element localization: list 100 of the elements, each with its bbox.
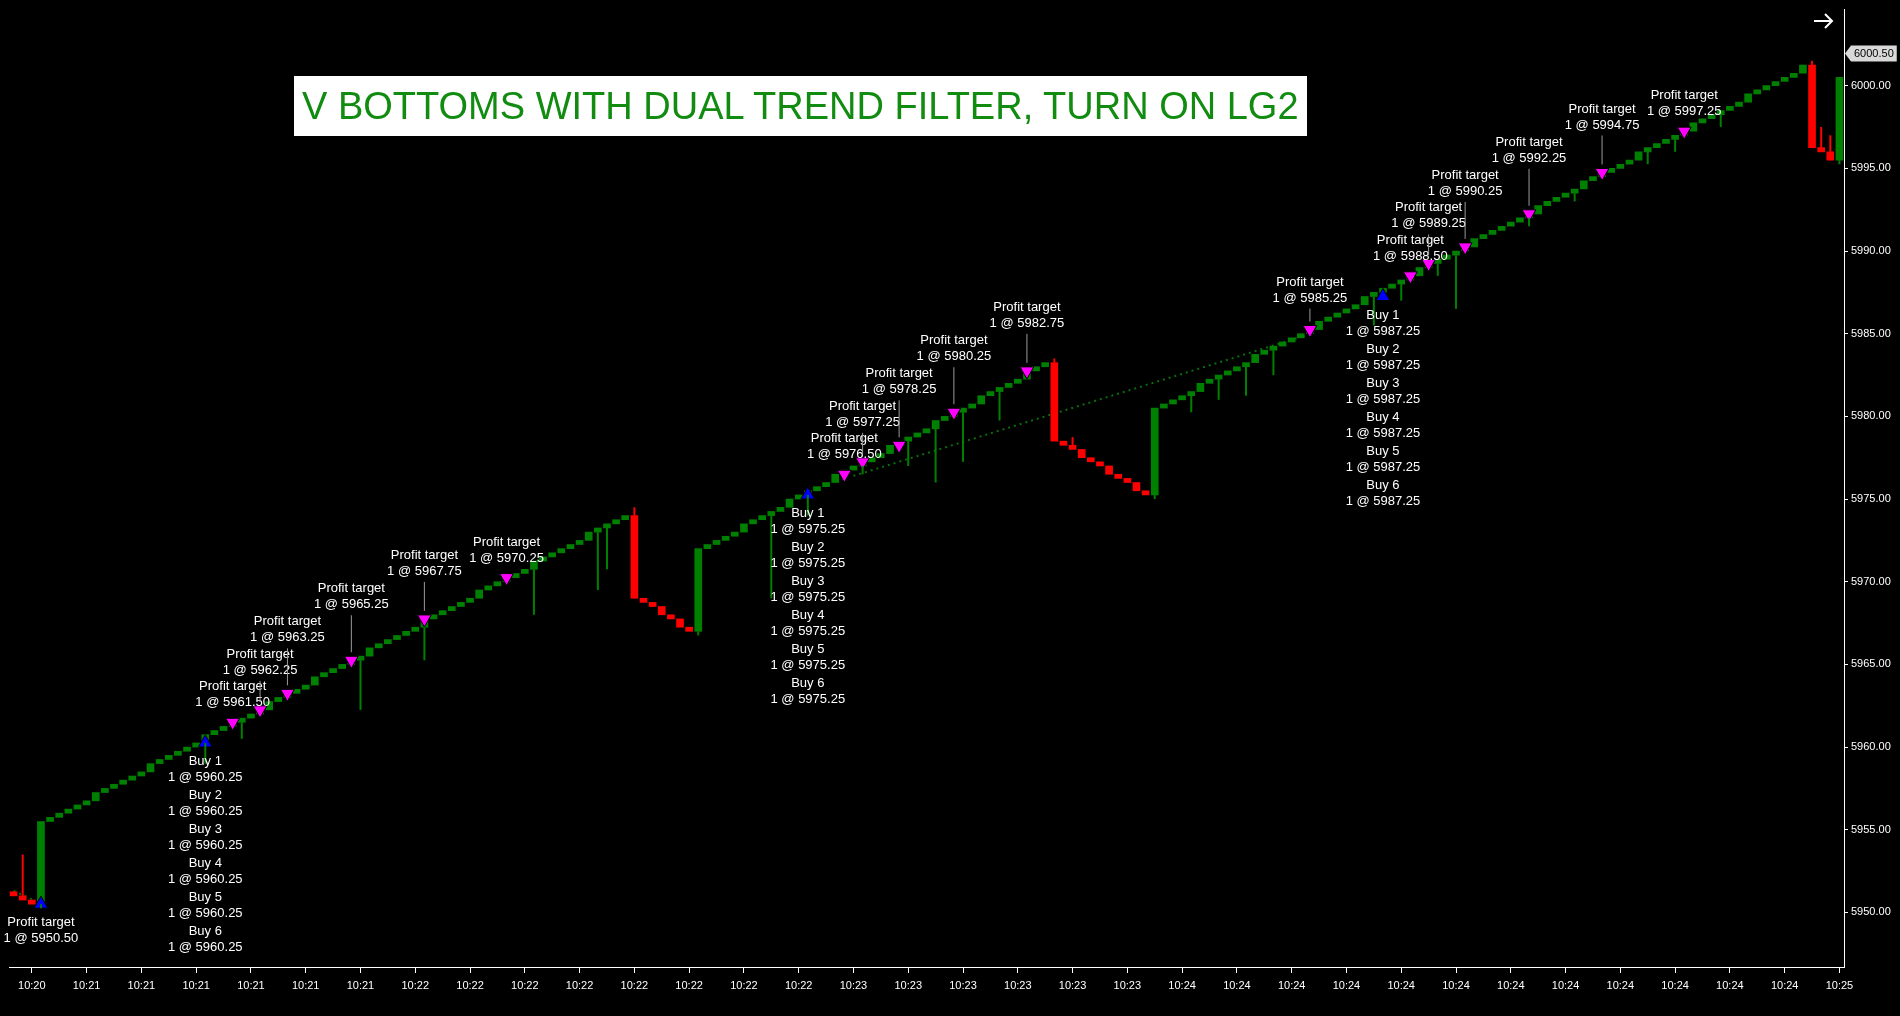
text: V BOTTOMS WITH DUAL TREND FILTER, TURN ON LG2 [294,76,1307,136]
annotation: Buy 3 1 @ 5987.25 [1345,374,1421,406]
candlestick [1068,436,1077,450]
annotation: Profit target 1 @ 5965.25 [314,580,389,612]
candlestick [1196,382,1205,392]
annotation: Profit target 1 @ 5985.25 [1272,273,1348,305]
x-tick-label: 10:21 [237,978,265,991]
annotation: Profit target 1 @ 5994.75 [1564,100,1640,132]
text: 6000.50 [1854,46,1894,59]
candlestick [1150,407,1159,501]
annotation: Profit target 1 @ 5963.25 [250,613,325,645]
x-tick-label: 10:23 [894,978,923,991]
candlestick [1634,151,1643,161]
candlestick [931,420,940,484]
annotation: Buy 4 1 @ 5960.25 [167,855,243,887]
y-tick-label: 6000.00 [1851,78,1891,91]
candlestick [1205,378,1214,384]
annotation: Profit target 1 @ 5970.25 [469,533,544,565]
point [1457,242,1473,256]
annotation: Buy 6 1 @ 5987.25 [1345,476,1421,508]
candlestick [904,436,913,467]
annotation: Buy 6 1 @ 5975.25 [770,674,846,706]
annotation: Buy 5 1 @ 5975.25 [770,640,846,672]
candlestick [703,544,712,549]
x-tick-label: 10:24 [1387,978,1415,991]
candlestick [584,531,593,541]
x-tick-label: 10:20 [18,978,46,991]
annotation: Buy 1 1 @ 5987.25 [1345,306,1421,338]
x-tick-label: 10:22 [675,978,703,991]
point [836,469,852,483]
candlestick [1004,382,1013,388]
annotation: Profit target 1 @ 5978.25 [861,365,937,397]
candlestick [730,531,739,537]
x-tick-label: 10:22 [730,978,758,991]
y-tick-label: 5980.00 [1851,409,1891,422]
annotation: Buy 2 1 @ 5987.25 [1345,340,1421,372]
x-tick-label: 10:24 [1716,978,1744,991]
candlestick [1506,221,1515,227]
point [225,717,241,731]
candlestick [639,597,648,603]
x-tick-label: 10:24 [1332,978,1361,991]
candlestick [1013,378,1022,384]
candlestick [977,395,986,405]
candlestick [1141,490,1150,496]
candlestick [210,730,219,736]
annotation: Profit target 1 @ 5997.25 [1646,87,1722,119]
y-tick-label: 5975.00 [1851,492,1891,505]
annotation: Buy 3 1 @ 5975.25 [770,572,846,604]
candlestick [155,759,164,764]
x-tick-label: 10:22 [784,978,813,991]
candlestick [1123,478,1132,483]
point [891,440,907,454]
point [1402,271,1418,285]
point [946,407,962,421]
point [343,655,359,669]
annotation: Profit target 1 @ 5982.75 [989,298,1065,330]
y-tick-label: 5950.00 [1851,905,1891,918]
x-tick-label: 10:21 [182,978,210,991]
x-tick-label: 10:24 [1223,978,1251,991]
candlestick [146,763,155,773]
y-tick-label: 5965.00 [1851,657,1891,670]
annotation: Profit target 1 @ 5950.50 [3,914,79,946]
y-tick-label: 5985.00 [1851,326,1891,339]
candlestick [1488,230,1497,235]
point [1676,126,1692,140]
candlestick [438,610,447,616]
annotation: Profit target 1 @ 5976.50 [807,430,882,462]
candlestick [575,540,584,545]
candlestick [740,523,748,533]
x-tick-label: 10:24 [1551,978,1580,991]
x-tick-label: 10:23 [839,978,868,991]
y-tick-label: 5955.00 [1851,822,1891,835]
candlestick [1780,77,1789,82]
annotation: Profit target 1 @ 5992.25 [1491,133,1567,165]
annotation: Buy 5 1 @ 5960.25 [167,889,243,921]
annotation: Profit target 1 @ 5989.25 [1391,199,1466,231]
candlestick [995,387,1004,422]
x-tick-label: 10:22 [456,978,484,991]
y-tick-label: 5995.00 [1851,161,1891,174]
y-tick-label: 5960.00 [1851,740,1891,753]
x-tick-label: 10:24 [1497,978,1525,991]
annotation: Buy 5 1 @ 5987.25 [1345,442,1421,474]
candlestick [630,506,639,599]
annotation: Buy 2 1 @ 5960.25 [167,787,243,819]
candlestick [785,498,794,508]
x-tick-label: 10:21 [291,978,320,991]
annotation: Buy 2 1 @ 5975.25 [770,538,846,570]
x-tick-label: 10:24 [1168,978,1196,991]
point [416,614,432,628]
annotation: Profit target 1 @ 5988.50 [1373,231,1448,263]
point [1594,167,1610,181]
x-tick-label: 10:24 [1277,978,1306,991]
annotation: Buy 6 1 @ 5960.25 [167,923,243,955]
candlestick [1059,440,1068,446]
x-tick-label: 10:23 [1113,978,1142,991]
candlestick [1497,225,1506,231]
y-tick-label: 5990.00 [1851,244,1891,257]
candlestick [712,540,721,545]
point [1019,366,1035,380]
x-tick-label: 10:21 [72,978,101,991]
